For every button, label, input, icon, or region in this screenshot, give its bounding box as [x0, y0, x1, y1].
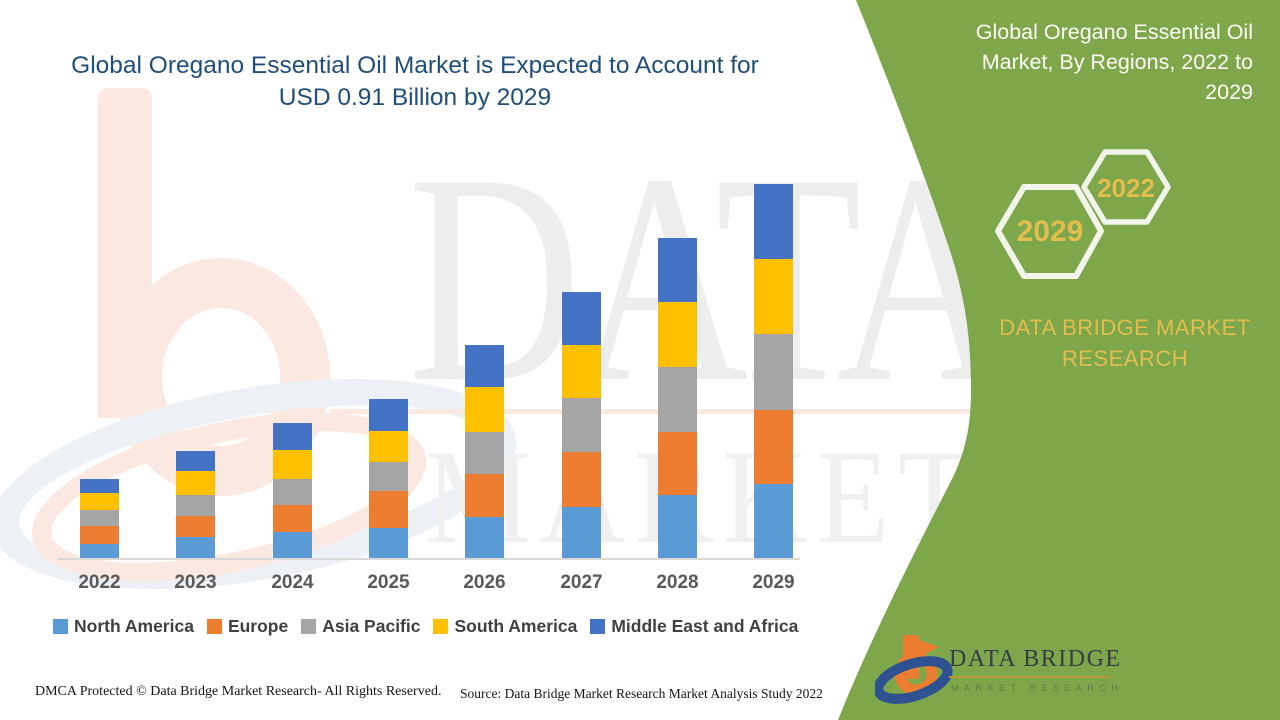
hexagon-year-2029: 2029: [1016, 215, 1084, 248]
stacked-bar-2023: [176, 450, 215, 558]
green-panel-shape: [838, 0, 1280, 720]
hexagon-2029: [995, 184, 1104, 279]
legend-label-north-america: North America: [74, 616, 194, 636]
x-axis-label-2027: 2027: [560, 572, 603, 593]
bar-segment-north-america-2028: [658, 495, 697, 558]
x-axis-label-2023: 2023: [174, 572, 217, 593]
bar-segment-asia-pacific-2024: [273, 478, 312, 506]
bar-segment-asia-pacific-2027: [562, 397, 601, 453]
bar-segment-north-america-2022: [80, 543, 119, 558]
bar-segment-asia-pacific-2023: [176, 494, 215, 517]
legend-label-south-america: South America: [454, 616, 578, 636]
bar-segment-north-america-2024: [273, 532, 312, 558]
legend-swatch-south-america: [433, 619, 449, 634]
panel-title: Global Oregano Essential Oil Market, By …: [975, 20, 1253, 104]
stacked-bar-2029: [754, 183, 793, 558]
stacked-bar-2028: [658, 238, 697, 558]
bar-segment-middle-east-and-africa-2029: [754, 183, 793, 259]
legend-item-asia-pacific: Asia Pacific: [301, 616, 420, 637]
bar-segment-south-america-2029: [754, 258, 793, 334]
stacked-bar-2025: [369, 398, 408, 558]
stacked-bar-2027: [562, 291, 601, 558]
bar-segment-north-america-2023: [176, 537, 215, 558]
bar-segment-asia-pacific-2028: [658, 366, 697, 433]
logo-b-stem: [903, 635, 919, 679]
legend-label-middle-east-and-africa: Middle East and Africa: [611, 616, 799, 636]
bar-segment-middle-east-and-africa-2028: [658, 238, 697, 302]
legend-label-asia-pacific: Asia Pacific: [322, 616, 421, 636]
legend-swatch-asia-pacific: [301, 619, 317, 634]
bar-segment-middle-east-and-africa-2022: [80, 478, 119, 494]
logo-tagline: MARKET RESEARCH: [951, 683, 1124, 693]
legend-item-middle-east-and-africa: Middle East and Africa: [590, 616, 798, 637]
x-axis-label-2028: 2028: [656, 572, 699, 593]
bar-segment-europe-2026: [465, 473, 504, 517]
x-axis-label-2026: 2026: [463, 572, 506, 593]
bar-segment-south-america-2026: [465, 387, 504, 432]
data-bridge-logo: DATA BRIDGE MARKET RESEARCH: [873, 628, 1125, 712]
x-axis-label-2022: 2022: [78, 572, 121, 593]
data-bridge-logo-icon: [873, 635, 953, 704]
x-axis-label-2024: 2024: [271, 572, 314, 593]
bar-segment-north-america-2027: [562, 506, 601, 558]
bar-segment-europe-2025: [369, 490, 408, 528]
chart-legend: North America Europe Asia Pacific South Ame…: [53, 616, 798, 637]
legend-swatch-north-america: [53, 619, 68, 634]
bar-segment-middle-east-and-africa-2025: [369, 398, 408, 432]
legend-item-south-america: South America: [433, 616, 577, 637]
page-title-line1: Global Oregano Essential Oil Market is E…: [71, 52, 759, 79]
bar-segment-north-america-2026: [465, 516, 504, 558]
bar-segment-south-america-2028: [658, 301, 697, 367]
bar-segment-south-america-2025: [369, 431, 408, 463]
bar-segment-north-america-2025: [369, 527, 408, 558]
page-title: Global Oregano Essential Oil Market is E…: [30, 50, 800, 114]
bar-segment-south-america-2023: [176, 471, 215, 495]
bar-segment-south-america-2027: [562, 344, 601, 398]
bar-segment-south-america-2024: [273, 450, 312, 479]
x-axis-line: [58, 558, 800, 560]
bar-segment-europe-2028: [658, 432, 697, 496]
bar-segment-middle-east-and-africa-2027: [562, 291, 601, 345]
legend-swatch-europe: [206, 619, 222, 634]
bar-segment-europe-2024: [273, 505, 312, 532]
page-title-line2: USD 0.91 Billion by 2029: [278, 84, 552, 111]
x-axis-label-2029: 2029: [752, 572, 795, 593]
legend-swatch-middle-east-and-africa: [590, 619, 606, 634]
bar-segment-middle-east-and-africa-2024: [273, 423, 312, 451]
bar-segment-europe-2027: [562, 452, 601, 507]
bar-segment-asia-pacific-2025: [369, 462, 408, 491]
stacked-bar-2022: [80, 478, 119, 558]
legend-item-north-america: North America: [53, 616, 194, 637]
bar-segment-asia-pacific-2022: [80, 510, 119, 526]
bar-segment-north-america-2029: [754, 483, 793, 558]
bar-segment-south-america-2022: [80, 493, 119, 511]
bar-segment-asia-pacific-2026: [465, 431, 504, 474]
legend-label-europe: Europe: [227, 616, 289, 636]
logo-swoosh: [873, 656, 953, 704]
footer-dmca-text: DMCA Protected © Data Bridge Market Rese…: [35, 684, 442, 699]
hexagon-2022: [1081, 149, 1171, 225]
logo-b-flag: [919, 640, 939, 657]
stacked-bar-2024: [273, 423, 312, 558]
x-axis-label-2025: 2025: [367, 572, 410, 593]
bar-segment-middle-east-and-africa-2026: [465, 344, 504, 388]
bar-segment-europe-2022: [80, 525, 119, 544]
bar-segment-asia-pacific-2029: [754, 333, 793, 410]
hexagon-year-2022: 2022: [1097, 173, 1155, 203]
footer-source-text: Source: Data Bridge Market Research Mark…: [460, 686, 823, 701]
bar-segment-europe-2023: [176, 516, 215, 537]
bar-segment-middle-east-and-africa-2023: [176, 450, 215, 472]
logo-wordmark: DATA BRIDGE: [949, 646, 1120, 678]
brand-text: DATA BRIDGE MARKET RESEARCH: [999, 315, 1251, 371]
stacked-bar-2026: [465, 344, 504, 558]
legend-item-europe: Europe: [206, 616, 289, 637]
bar-segment-europe-2029: [754, 409, 793, 484]
